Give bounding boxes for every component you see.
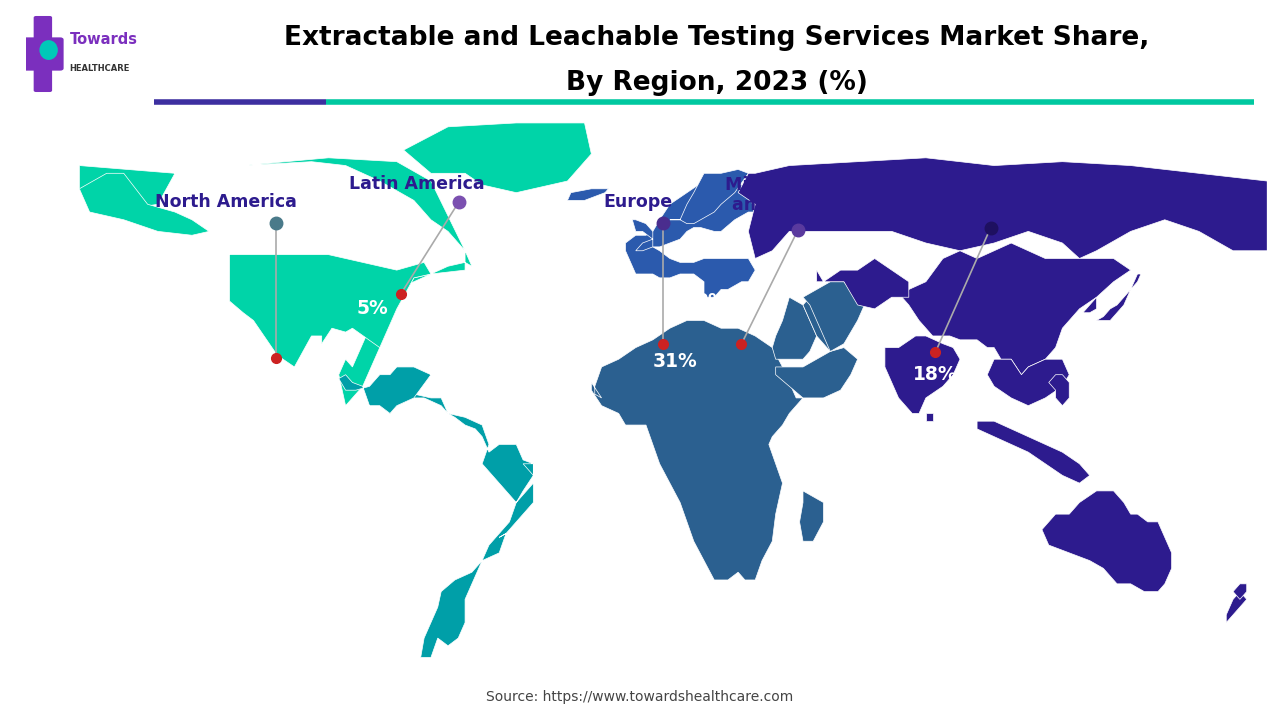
Text: 18%: 18% [913, 365, 957, 384]
FancyBboxPatch shape [33, 16, 52, 92]
Text: Europe: Europe [603, 193, 672, 211]
Polygon shape [1226, 592, 1247, 623]
Polygon shape [79, 174, 209, 235]
Text: 31%: 31% [653, 351, 698, 371]
Text: Middle East
and Africa: Middle East and Africa [724, 176, 838, 215]
Ellipse shape [40, 40, 58, 60]
Text: By Region, 2023 (%): By Region, 2023 (%) [566, 70, 868, 96]
Text: Asia Pacific: Asia Pacific [943, 199, 1055, 217]
Text: Source: https://www.towardshealthcare.com: Source: https://www.towardshealthcare.co… [486, 690, 794, 704]
Polygon shape [626, 181, 755, 297]
Text: 44%: 44% [274, 372, 319, 392]
Polygon shape [1233, 584, 1247, 599]
Polygon shape [739, 158, 1267, 258]
Text: 2%: 2% [696, 292, 727, 311]
Polygon shape [567, 189, 608, 200]
Polygon shape [884, 336, 960, 413]
Polygon shape [403, 123, 591, 193]
FancyBboxPatch shape [22, 37, 64, 71]
Text: Towards: Towards [69, 32, 137, 48]
Polygon shape [380, 394, 534, 657]
Polygon shape [902, 243, 1130, 374]
Polygon shape [977, 421, 1089, 483]
Polygon shape [79, 158, 472, 405]
Polygon shape [339, 367, 448, 413]
Text: North America: North America [155, 193, 297, 211]
Text: 5%: 5% [357, 300, 389, 318]
Polygon shape [632, 220, 653, 251]
Polygon shape [803, 297, 844, 351]
Polygon shape [1083, 297, 1097, 312]
Polygon shape [800, 491, 823, 541]
Polygon shape [591, 320, 803, 580]
Polygon shape [1048, 374, 1069, 405]
Polygon shape [669, 169, 749, 224]
Polygon shape [987, 359, 1069, 405]
Text: HEALTHCARE: HEALTHCARE [69, 64, 129, 73]
Polygon shape [772, 297, 817, 359]
Text: Extractable and Leachable Testing Services Market Share,: Extractable and Leachable Testing Servic… [284, 25, 1149, 51]
Polygon shape [817, 258, 909, 309]
Polygon shape [925, 413, 933, 421]
Polygon shape [1097, 274, 1140, 320]
Polygon shape [776, 348, 858, 398]
Polygon shape [227, 255, 431, 367]
Polygon shape [1042, 491, 1171, 592]
Polygon shape [803, 282, 864, 351]
Text: Latin America: Latin America [349, 175, 485, 193]
